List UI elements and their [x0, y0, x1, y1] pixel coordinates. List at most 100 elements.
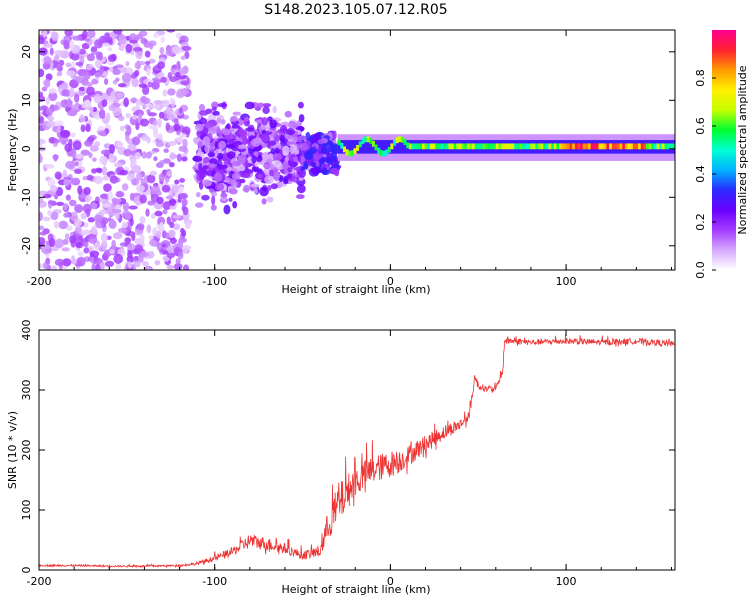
spectrogram-speckle [98, 130, 107, 137]
spectrogram-tone-cell [501, 143, 505, 150]
spectrogram-speckle [244, 127, 255, 132]
snr-series-line [39, 334, 675, 569]
spectrogram-speckle [73, 103, 79, 110]
spectrogram-speckle [93, 214, 103, 223]
spectrogram-speckle [115, 77, 120, 82]
spectrogram-speckle [146, 67, 151, 77]
spectrogram-tone-cell [342, 146, 346, 153]
spectrogram-speckle [50, 211, 59, 221]
spectrogram-ylabel: Frequency (Hz) [6, 109, 19, 192]
spectrogram-tone-cell [601, 143, 605, 150]
spectrogram-speckle [157, 216, 166, 226]
spectrogram-speckle [47, 115, 55, 122]
spectrogram-speckle [100, 92, 109, 102]
spectrogram-speckle [145, 151, 152, 159]
spectrogram-speckle [109, 248, 115, 254]
spectrogram-tone-cell [530, 143, 534, 150]
spectrogram-speckle [167, 245, 173, 254]
spectrogram-tone-cell [411, 143, 415, 150]
spectrogram-speckle [101, 99, 108, 107]
spectrogram-speckle [108, 143, 116, 154]
spectrogram-tone-cell [574, 143, 578, 150]
spectrogram-speckle [182, 264, 190, 270]
spectrogram-speckle [93, 141, 101, 147]
spectrogram-speckle [126, 125, 132, 136]
spectrogram-speckle [66, 110, 77, 117]
spectrogram-tone-cell [387, 146, 391, 153]
spectrogram-speckle [237, 154, 247, 161]
spectrogram-speckle [166, 264, 175, 270]
spectrogram-speckle [133, 260, 141, 268]
spectrogram-speckle [153, 156, 158, 162]
spectrogram-speckle [147, 174, 156, 184]
spectrogram-ytick-label: 20 [20, 45, 33, 59]
spectrogram-speckle [179, 185, 184, 194]
spectrogram-speckle [237, 164, 246, 172]
spectrogram-tone-cell [548, 143, 552, 150]
spectrogram-speckle [42, 262, 49, 270]
spectrogram-speckle [84, 37, 91, 42]
spectrogram-tone-cell [487, 143, 491, 150]
spectrogram-speckle [54, 50, 64, 56]
spectrogram-speckle [133, 244, 144, 253]
spectrogram-speckle [112, 68, 121, 76]
spectrogram-speckle [126, 243, 136, 251]
spectrogram-tone-cell [543, 143, 547, 150]
spectrogram-speckle [147, 81, 153, 88]
spectrogram-speckle [199, 173, 205, 180]
spectrogram-speckle [116, 141, 124, 149]
spectrogram-speckle [226, 144, 236, 149]
spectrogram-speckle [69, 87, 75, 98]
spectrogram-speckle [145, 103, 155, 109]
spectrogram-speckle [64, 143, 73, 153]
spectrogram-speckle [261, 133, 270, 143]
spectrogram-tone-cell [580, 143, 584, 150]
spectrogram-speckle [210, 204, 217, 211]
spectrogram-speckle [283, 176, 289, 182]
spectrogram-tone-cell [385, 149, 389, 156]
spectrogram-tone-cell [414, 143, 418, 150]
spectrogram-tone-cell [350, 150, 354, 157]
spectrogram-tone-cell [564, 143, 568, 150]
spectrogram-speckle [39, 231, 47, 236]
spectrogram-speckle [66, 98, 72, 108]
spectrogram-speckle [232, 200, 238, 209]
spectrogram-speckle [250, 138, 261, 147]
spectrogram-tone-cell [450, 143, 454, 150]
spectrogram-speckle [208, 126, 218, 135]
spectrogram-speckle [134, 61, 142, 70]
spectrogram-speckle [226, 151, 236, 159]
spectrogram-speckle [55, 201, 65, 207]
spectrogram-speckle [112, 30, 123, 35]
spectrogram-speckle [253, 187, 258, 195]
spectrogram-tone-cell [595, 143, 599, 150]
spectrogram-speckle [294, 149, 300, 155]
spectrogram-speckle [281, 161, 289, 170]
spectrogram-speckle [149, 170, 157, 176]
spectrogram-speckle [145, 60, 151, 66]
spectrogram-speckle [289, 145, 295, 154]
spectrogram-speckle [231, 124, 240, 129]
spectrogram-tone-cell [485, 143, 489, 150]
spectrogram-speckle [90, 202, 98, 210]
spectrogram-tone-cell [651, 143, 655, 150]
spectrogram-speckle [82, 71, 91, 80]
spectrogram-speckle [41, 86, 48, 92]
spectrogram-speckle [236, 144, 247, 150]
spectrogram-speckle [166, 30, 176, 33]
spectrogram-tone-cell [377, 147, 381, 154]
spectrogram-tone-cell [656, 143, 660, 150]
spectrogram-tone-cell [582, 143, 586, 150]
spectrogram-speckle [261, 116, 269, 126]
spectrogram-speckle [287, 120, 297, 129]
spectrogram-speckle [94, 71, 101, 78]
spectrogram-speckle [131, 115, 138, 120]
spectrogram-speckle [174, 118, 179, 126]
spectrogram-speckle [161, 101, 170, 108]
snr-xtick-label: 100 [556, 575, 577, 588]
spectrogram-tone-cell [664, 143, 668, 150]
spectrogram-speckle [135, 34, 144, 40]
spectrogram-tone-cell [445, 143, 449, 150]
